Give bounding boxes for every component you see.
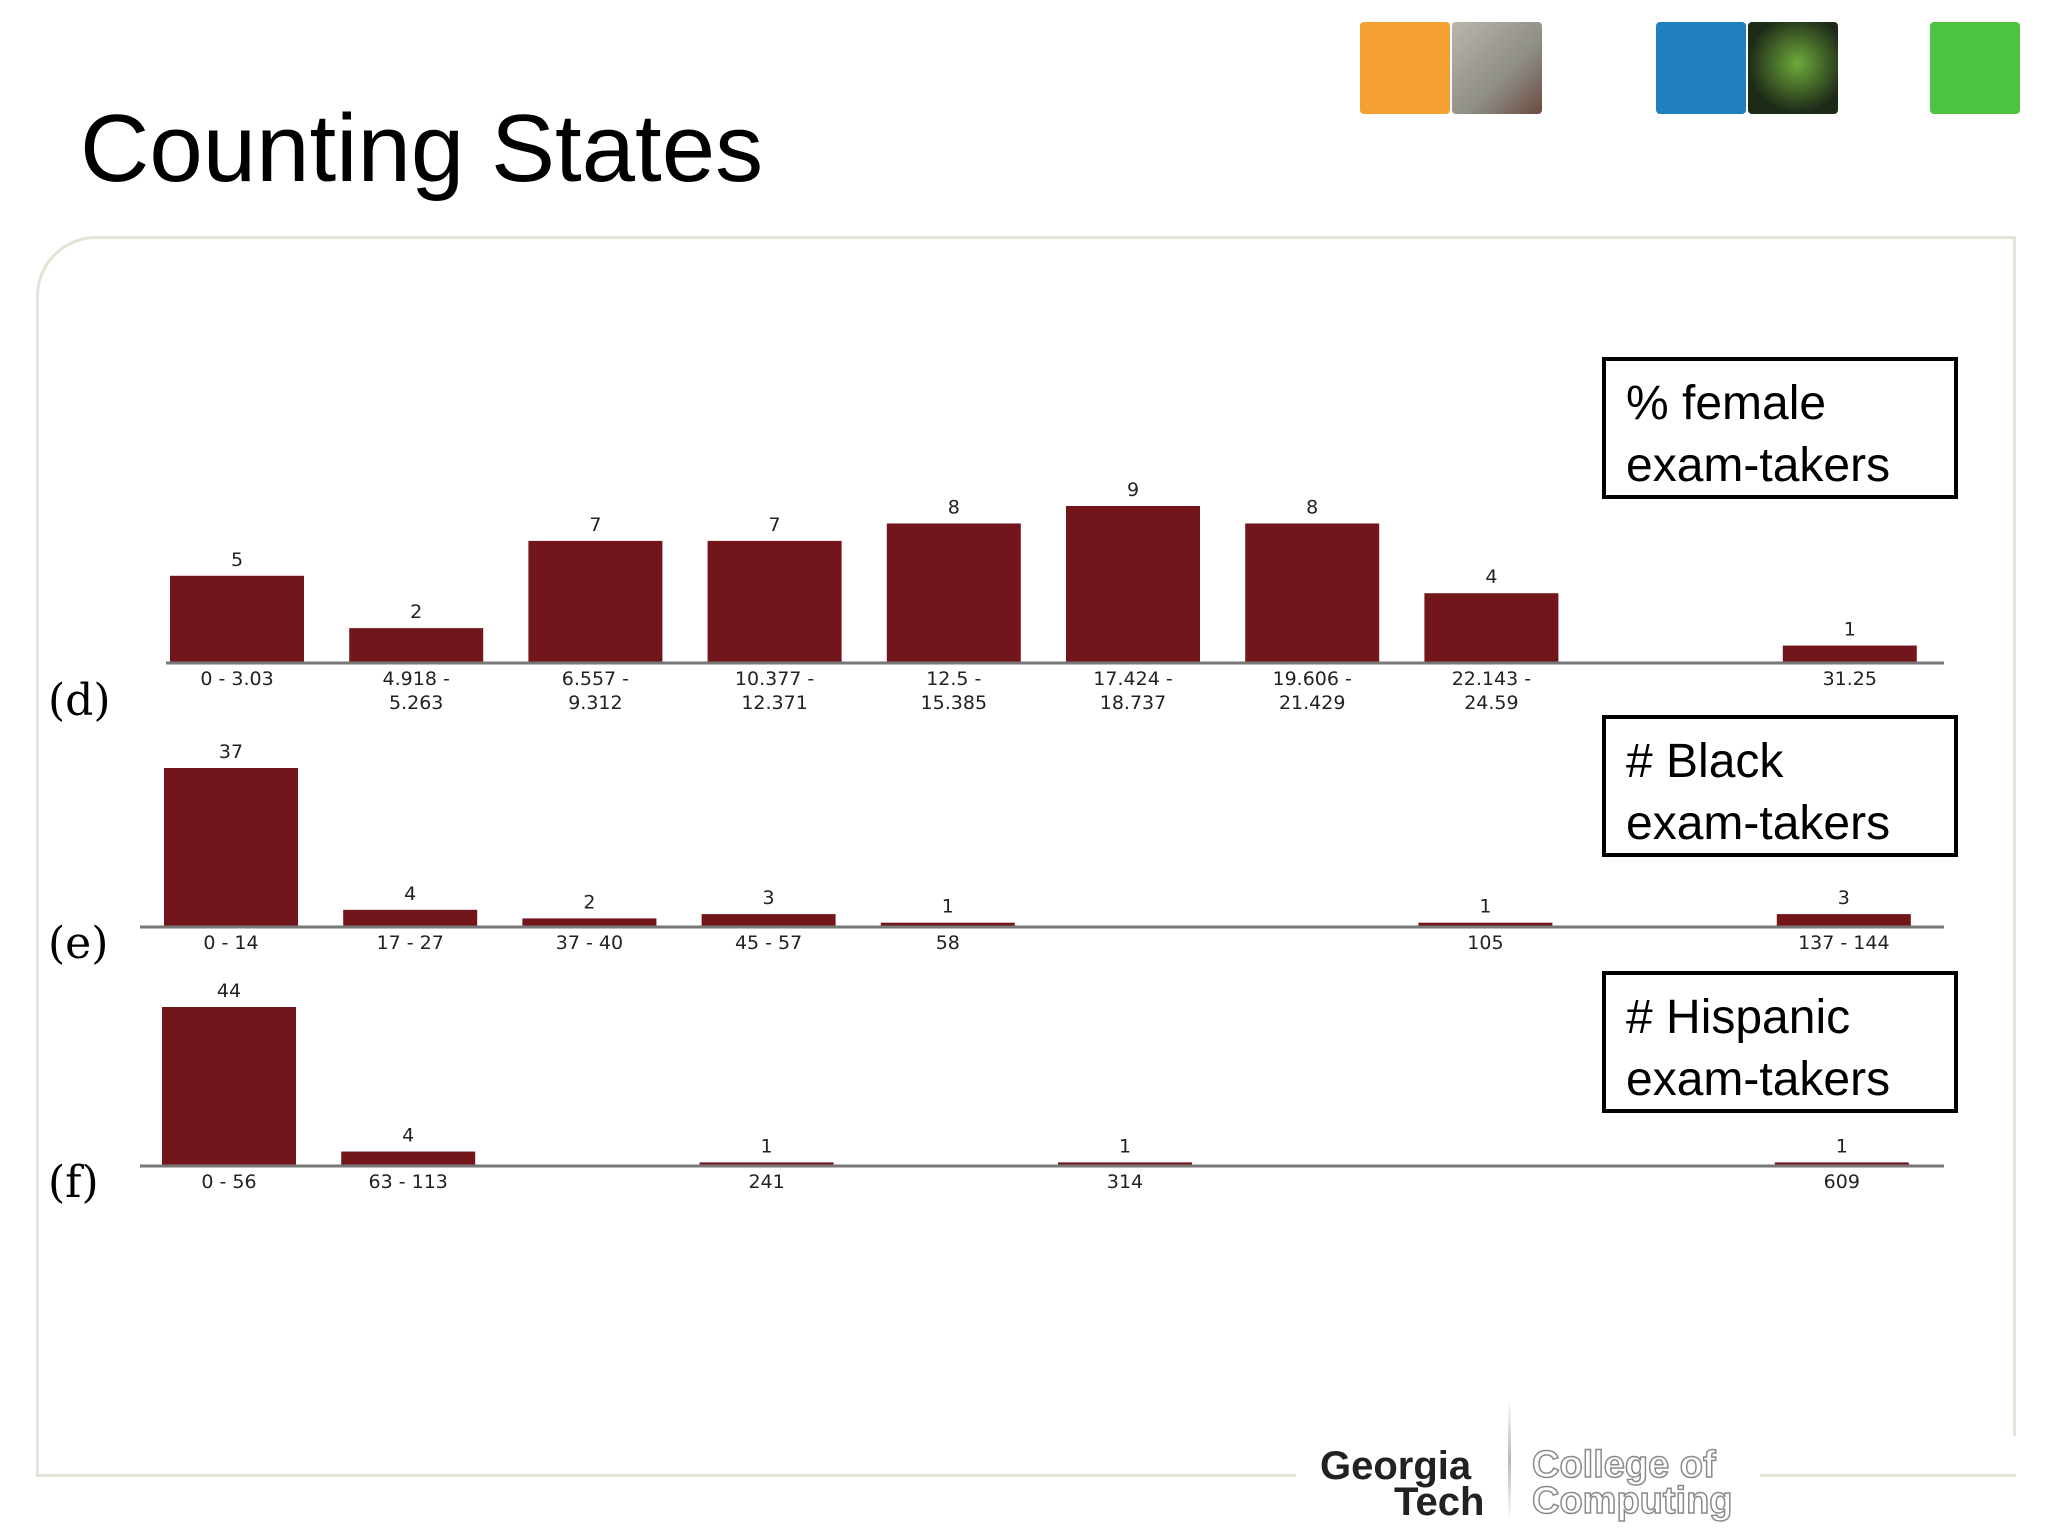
bar-value-label: 1 [1479, 896, 1491, 918]
tick-label: 0 - 3.03 [200, 668, 273, 690]
panel-bottom-border-right [1760, 1474, 2016, 1477]
header-tiles [1360, 22, 2020, 118]
tick-label: 9.312 [568, 692, 622, 714]
tick-label: 18.737 [1100, 692, 1166, 714]
chart-0: 5 0 - 3.03 2 4.918 -5.263 7 6.557 -9.312 7 10.3… [166, 479, 1944, 714]
logo-college-of: College of [1531, 1444, 1716, 1486]
bar [164, 768, 298, 927]
tick-label: 6.557 - [562, 668, 629, 690]
network-photo-tile [1748, 22, 1838, 114]
tick-label: 0 - 14 [203, 932, 258, 954]
tick-label: 17 - 27 [377, 932, 444, 954]
bar [349, 628, 484, 663]
bar [1245, 523, 1380, 663]
tick-label: 12.5 - [926, 668, 981, 690]
bar-value-label: 2 [583, 891, 595, 913]
tick-label: 10.377 - [735, 668, 814, 690]
bar-value-label: 4 [1485, 566, 1497, 588]
bar-value-label: 5 [231, 549, 243, 571]
bar [343, 909, 478, 927]
panel-label-f: (f) [48, 1157, 99, 1208]
tick-label: 21.429 [1279, 692, 1345, 714]
tick-label: 31.25 [1823, 668, 1877, 690]
bar [1776, 914, 1911, 927]
bar [699, 1162, 834, 1166]
bar [886, 523, 1021, 663]
bar-value-label: 2 [410, 601, 422, 623]
bar [522, 918, 657, 927]
logo-computing: Computing [1531, 1480, 1733, 1522]
bar-value-label: 7 [769, 514, 781, 536]
tick-label: 45 - 57 [735, 932, 802, 954]
bar-value-label: 3 [1838, 887, 1850, 909]
legend-black: # Black exam-takers [1602, 715, 1958, 857]
tick-label: 0 - 56 [201, 1171, 256, 1193]
tick-label: 137 - 144 [1798, 932, 1889, 954]
tick-label: 17.424 - [1093, 668, 1172, 690]
logo-georgia: Georgia [1320, 1444, 1472, 1488]
georgia-tech-logo: Georgia Tech College of Computing [1310, 1400, 1770, 1524]
logo-divider [1508, 1400, 1511, 1520]
bar-value-label: 37 [219, 741, 243, 763]
bar-value-label: 4 [402, 1125, 414, 1147]
content-panel [36, 236, 2016, 1476]
tick-label: 22.143 - [1452, 668, 1531, 690]
bar [1058, 1162, 1192, 1166]
slide-title: Counting States [80, 95, 764, 202]
bar [707, 540, 842, 663]
tick-label: 241 [748, 1171, 784, 1193]
tick-label: 37 - 40 [556, 932, 623, 954]
tick-label: 105 [1467, 932, 1503, 954]
tick-label: 314 [1107, 1171, 1143, 1193]
green-tile [1930, 22, 2020, 114]
panel-label-e: (e) [48, 918, 109, 969]
bar [1066, 506, 1200, 663]
bar-value-label: 8 [1306, 496, 1318, 518]
bar-value-label: 8 [948, 496, 960, 518]
bar-value-label: 1 [1844, 619, 1856, 641]
bar [170, 575, 304, 663]
bar [162, 1007, 296, 1166]
bar [341, 1151, 476, 1166]
legend-female: % female exam-takers [1602, 357, 1958, 499]
chart-2: 44 0 - 56 4 63 - 113 1 241 1 314 1 609 [140, 980, 1944, 1193]
bar-value-label: 1 [942, 896, 954, 918]
tick-label: 63 - 113 [369, 1171, 448, 1193]
panel-right-border [2013, 236, 2016, 1436]
bar-value-label: 3 [763, 887, 775, 909]
bar-value-label: 7 [589, 514, 601, 536]
bar [1774, 1162, 1909, 1166]
bar [701, 914, 836, 927]
bar-value-label: 1 [1119, 1135, 1131, 1157]
tick-label: 58 [936, 932, 960, 954]
blue-tile [1656, 22, 1746, 114]
bar-value-label: 9 [1127, 479, 1139, 501]
chart-1: 37 0 - 14 4 17 - 27 2 37 - 40 3 45 - 57 1 58 1 105 3… [140, 741, 1944, 954]
legend-hispanic: # Hispanic exam-takers [1602, 971, 1958, 1113]
panel-bottom-border [36, 1474, 1296, 1477]
panel-label-d: (d) [48, 675, 111, 726]
campus-photo-tile [1452, 22, 1542, 114]
orange-tile [1360, 22, 1450, 114]
bar-value-label: 4 [404, 883, 416, 905]
logo-tech: Tech [1394, 1480, 1485, 1524]
bar [528, 540, 663, 663]
tick-label: 609 [1824, 1171, 1860, 1193]
bar [1418, 922, 1553, 927]
bar-value-label: 44 [217, 980, 241, 1002]
tick-label: 15.385 [921, 692, 987, 714]
tick-label: 12.371 [741, 692, 807, 714]
bar [1782, 645, 1917, 663]
tick-label: 5.263 [389, 692, 443, 714]
bar-value-label: 1 [761, 1135, 773, 1157]
tick-label: 24.59 [1464, 692, 1518, 714]
tick-label: 19.606 - [1273, 668, 1352, 690]
bar [1424, 593, 1559, 663]
bar-value-label: 1 [1836, 1135, 1848, 1157]
tick-label: 4.918 - [383, 668, 450, 690]
bar [880, 922, 1015, 927]
